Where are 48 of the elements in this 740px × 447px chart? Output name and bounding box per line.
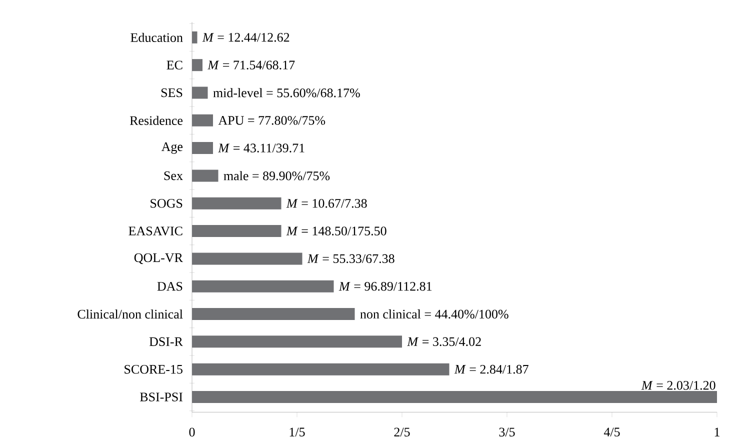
- annotation: M = 55.33/67.38: [307, 254, 394, 264]
- bar: [192, 31, 198, 44]
- bar: [192, 308, 355, 320]
- bar: [192, 59, 203, 72]
- x-tick-label: 3/5: [499, 428, 515, 436]
- annotation: mid-level = 55.60%/68.17%: [213, 88, 360, 98]
- y-tick-label: DAS: [157, 282, 182, 291]
- annotation: M = 2.03/1.20: [641, 380, 716, 390]
- annotation: M = 2.84/1.87: [454, 364, 528, 374]
- x-tick-label: 4/5: [604, 428, 620, 436]
- bar: [192, 336, 402, 348]
- annotation: M = 10.67/7.38: [286, 198, 367, 208]
- bar: [192, 280, 334, 292]
- bar: [192, 142, 214, 154]
- annotation: M = 96.89/112.81: [338, 282, 432, 291]
- y-tick-label: QOL-VR: [134, 253, 183, 264]
- x-tick-label: 2/5: [394, 428, 410, 436]
- x-tick-label: 1: [714, 428, 720, 436]
- bar: [192, 390, 717, 403]
- y-tick-label: EC: [166, 60, 182, 70]
- y-tick-label: Clinical/non clinical: [78, 309, 183, 319]
- annotation: male = 89.90%/75%: [224, 171, 330, 180]
- annotation: M = 12.44/12.62: [202, 33, 290, 42]
- bar: [192, 252, 302, 265]
- bar: [192, 86, 208, 99]
- bar: [192, 363, 450, 376]
- bar: [192, 225, 282, 238]
- annotation: M = 71.54/68.17: [208, 60, 295, 70]
- y-tick-label: SOGS: [150, 199, 182, 208]
- y-tick-label: Age: [161, 142, 183, 154]
- y-tick-label: SES: [161, 88, 182, 98]
- y-tick-label: Residence: [130, 116, 183, 125]
- annotation: M = 3.35/4.02: [407, 337, 481, 346]
- y-tick-label: BSI-PSI: [140, 392, 183, 402]
- bar: [192, 170, 218, 182]
- annotation: M = 43.11/39.71: [218, 144, 304, 152]
- bar: [192, 114, 214, 126]
- bar: [192, 197, 282, 210]
- x-tick-label: 1/5: [290, 428, 305, 436]
- y-tick-label: DSI-R: [149, 337, 183, 346]
- x-tick-label: 0: [189, 428, 195, 436]
- annotation: non clinical = 44.40%/100%: [360, 309, 508, 319]
- y-tick-label: Education: [130, 32, 183, 42]
- y-tick-label: Sex: [164, 171, 183, 180]
- y-tick-label: SCORE-15: [124, 364, 182, 374]
- y-tick-label: EASAVIC: [128, 226, 182, 236]
- annotation: M = 148.50/175.50: [286, 226, 386, 236]
- annotation: APU = 77.80%/75%: [218, 116, 326, 125]
